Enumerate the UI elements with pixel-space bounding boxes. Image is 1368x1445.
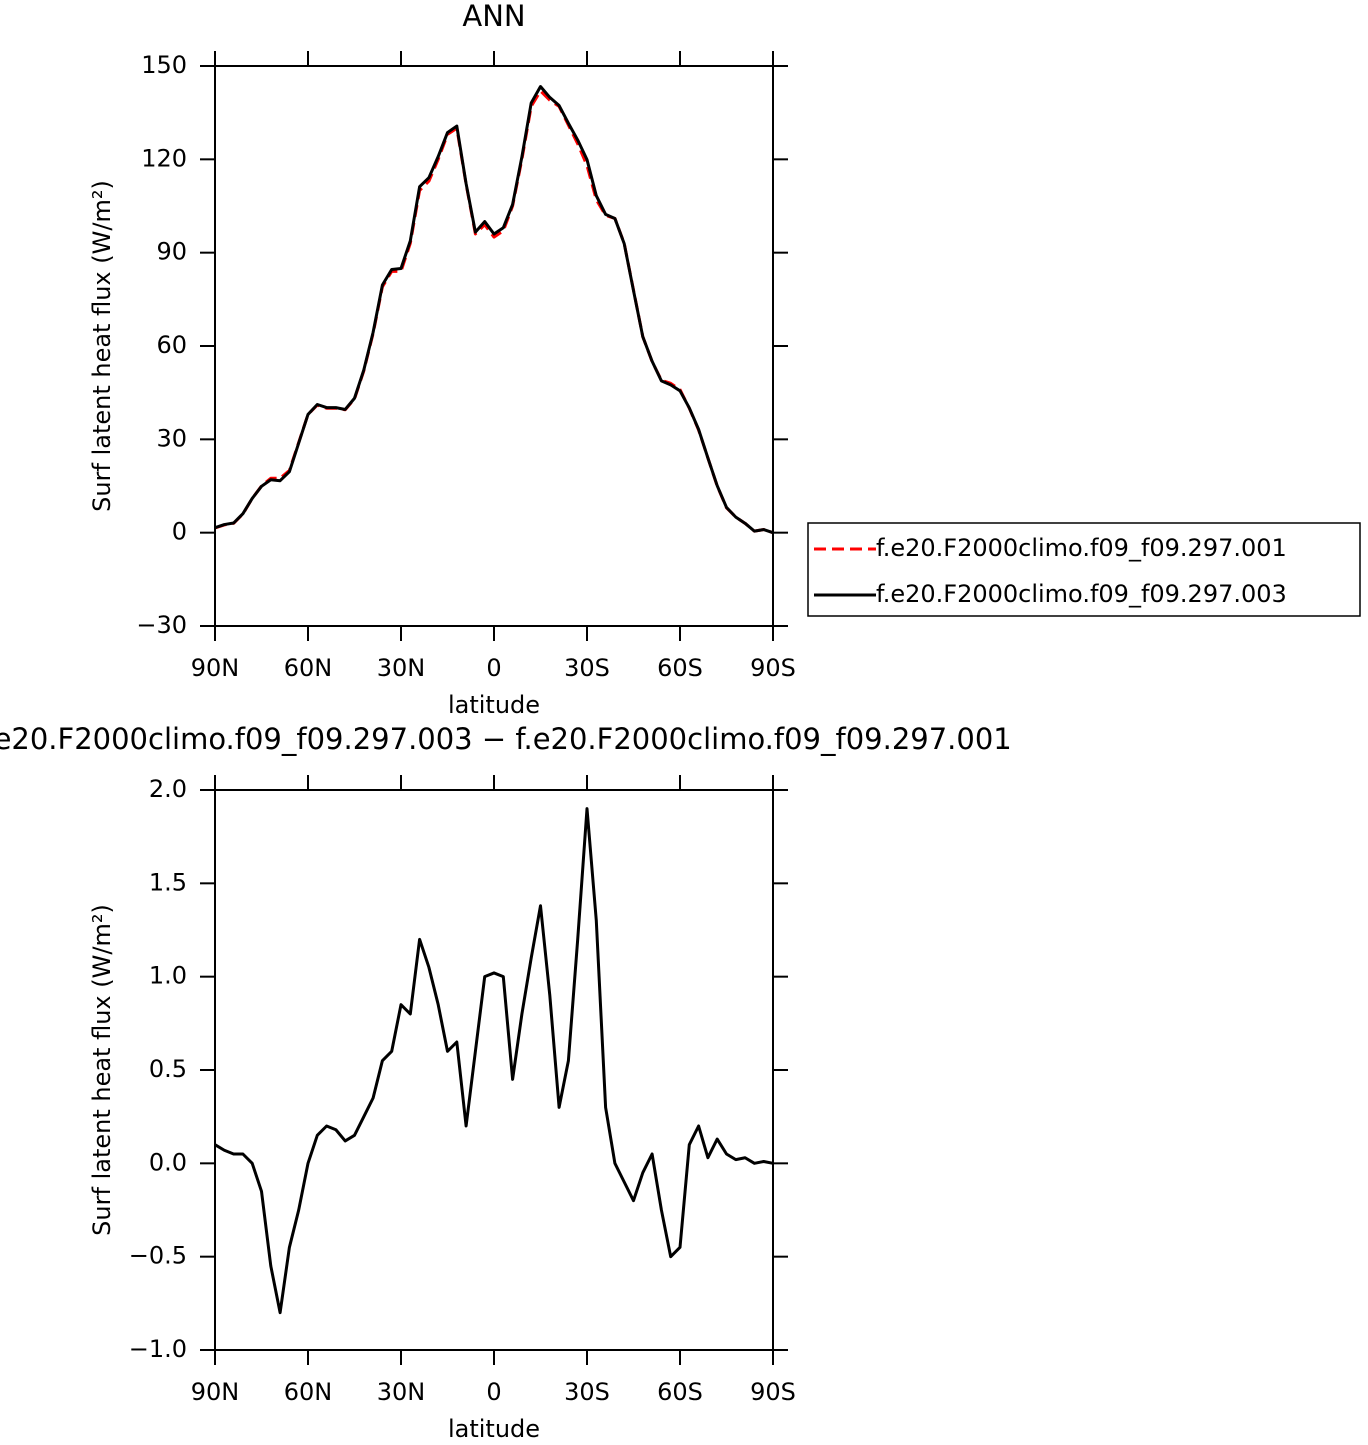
y-tick-label: 90 — [156, 238, 187, 266]
x-tick-label: 30N — [377, 654, 426, 682]
y-tick-label: −0.5 — [129, 1242, 187, 1270]
data-line — [214, 89, 774, 535]
chart-title: ANN — [462, 0, 525, 33]
y-tick-label: −30 — [136, 611, 187, 639]
x-tick-label: 90S — [750, 654, 796, 682]
legend-text: f.e20.F2000climo.f09_f09.297.001 — [876, 534, 1287, 562]
x-tick-label: 90N — [191, 654, 240, 682]
data-line — [214, 85, 774, 535]
chart-title: f.e20.F2000climo.f09_f09.297.003 − f.e20… — [0, 722, 1012, 756]
x-tick-label: 90N — [191, 1378, 240, 1406]
y-tick-label: 0.5 — [149, 1055, 187, 1083]
plot-frame — [214, 789, 774, 1351]
x-tick-label: 30S — [564, 654, 610, 682]
y-tick-label: 2.0 — [149, 775, 187, 803]
x-tick-label: 60N — [284, 654, 333, 682]
x-tick-label: 60N — [284, 1378, 333, 1406]
x-tick-label: 30N — [377, 1378, 426, 1406]
legend-text: f.e20.F2000climo.f09_f09.297.003 — [876, 580, 1287, 608]
y-tick-label: 60 — [156, 331, 187, 359]
x-tick-label: 30S — [564, 1378, 610, 1406]
y-tick-label: 30 — [156, 424, 187, 452]
legend-box — [807, 522, 1361, 617]
y-tick-label: 120 — [141, 144, 187, 172]
y-tick-label: 1.5 — [149, 868, 187, 896]
y-tick-label: 1.0 — [149, 962, 187, 990]
y-tick-label: −1.0 — [129, 1335, 187, 1363]
y-tick-label: 0.0 — [149, 1148, 187, 1176]
y-tick-label: 150 — [141, 51, 187, 79]
plot-frame — [214, 65, 774, 627]
x-axis-title: latitude — [448, 691, 540, 719]
x-axis-title: latitude — [448, 1415, 540, 1443]
x-tick-label: 0 — [486, 654, 501, 682]
data-line — [214, 807, 774, 1315]
x-tick-label: 90S — [750, 1378, 796, 1406]
y-axis-title: Surf latent heat flux (W/m²) — [88, 180, 116, 512]
y-axis-title: Surf latent heat flux (W/m²) — [88, 904, 116, 1236]
y-tick-label: 0 — [172, 518, 187, 546]
x-tick-label: 60S — [657, 1378, 703, 1406]
x-tick-label: 60S — [657, 654, 703, 682]
x-tick-label: 0 — [486, 1378, 501, 1406]
